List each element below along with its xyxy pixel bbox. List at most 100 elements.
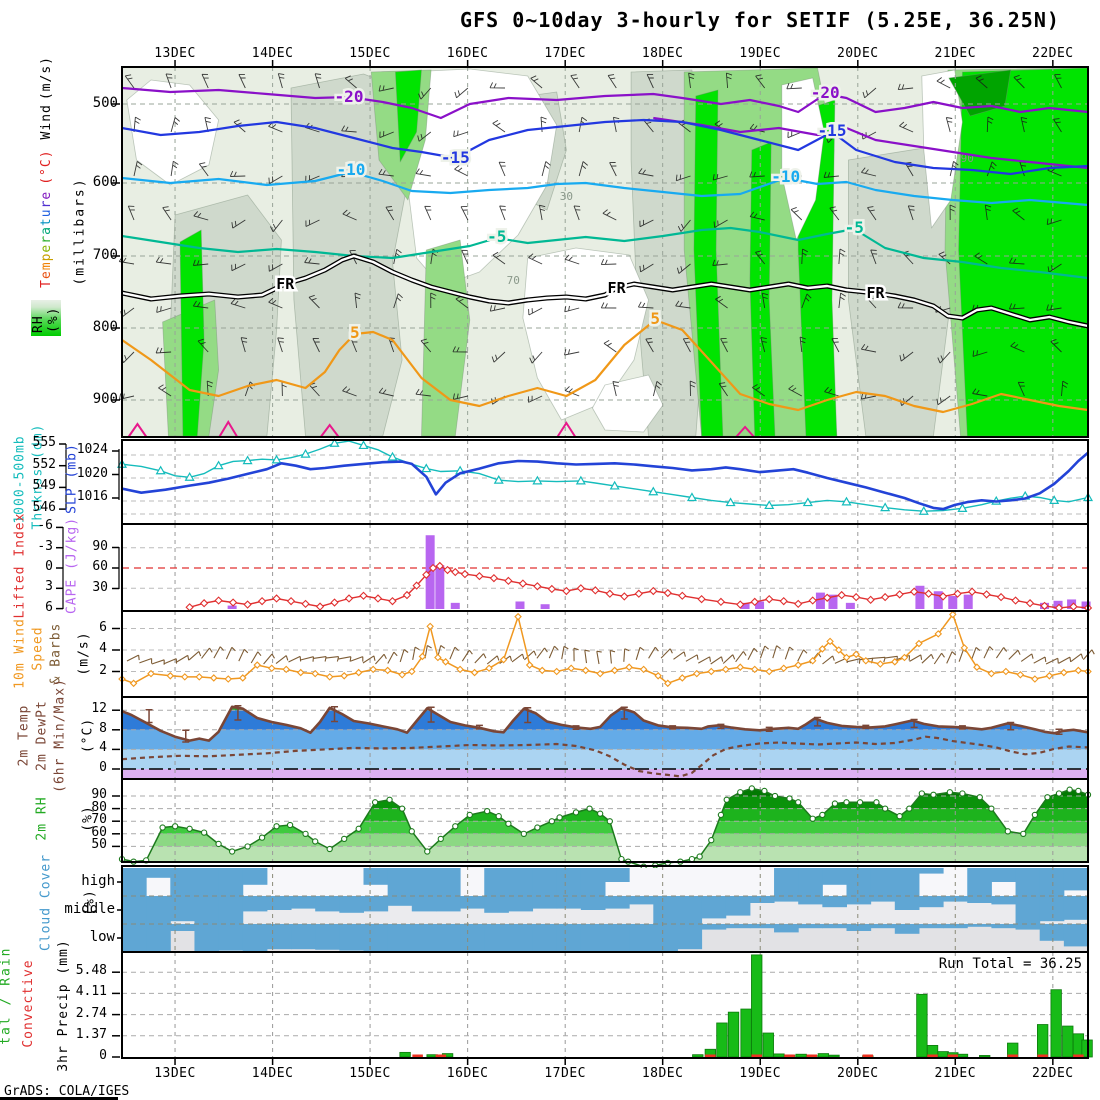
pressure-tick-label: 500 (92, 95, 118, 111)
pressure-tick-label: 900 (92, 391, 118, 407)
date-label-bottom: 13DEC (154, 1066, 196, 1081)
wind-axis-title: Wind (38, 104, 54, 140)
temperature-letter: u (38, 208, 54, 218)
svg-text:-5: -5 (487, 227, 506, 246)
thickness-tick-label: 555 (32, 435, 56, 450)
wind10m-axis-title-2: Speed (30, 626, 46, 671)
temp-tick-label: 12 (91, 701, 107, 717)
svg-text:30: 30 (560, 190, 573, 203)
bottom-left-bar (0, 1097, 118, 1100)
date-label-bottom: 19DEC (739, 1066, 782, 1081)
date-label-top: 21DEC (934, 46, 977, 61)
date-label-top: 17DEC (544, 46, 586, 61)
date-label-bottom: 15DEC (349, 1066, 391, 1081)
svg-text:-10: -10 (336, 160, 365, 179)
date-label-top: 18DEC (641, 46, 684, 61)
svg-text:-15: -15 (441, 148, 470, 167)
cloud-tick-label: middle (64, 901, 115, 917)
rh-tick-label: 50 (91, 837, 107, 853)
rain-axis-title-text: Total / Rain (0, 946, 14, 1047)
date-label-top: 15DEC (349, 46, 391, 61)
rain-axis-title: Total / Rain (0, 947, 14, 1047)
svg-text:-20: -20 (811, 83, 840, 102)
pressure-tick-label: 800 (92, 319, 118, 335)
svg-text:-5: -5 (845, 218, 864, 237)
slp-tick-label: 1016 (76, 489, 108, 504)
thickness-tick-label: 546 (32, 500, 56, 516)
date-label-top: 19DEC (739, 46, 782, 61)
temp-tick-label: 4 (99, 740, 107, 756)
chart-title: GFS 0~10day 3-hourly for SETIF (5.25E, 3… (460, 8, 1060, 32)
temperature-axis-title: Temperature (39, 191, 54, 288)
cape-tick-label: 60 (92, 559, 108, 574)
slp-tick-label: 1020 (76, 465, 108, 481)
date-label-top: 13DEC (154, 46, 196, 61)
thickness-tick-label: 549 (32, 478, 56, 494)
temperature-letter: e (38, 190, 54, 200)
cape-tick-label: 90 (92, 538, 108, 554)
svg-text:5: 5 (650, 309, 660, 328)
slp-tick-label: 1024 (76, 442, 108, 457)
convective-axis-title: Convective (21, 959, 36, 1048)
thickness-tick-label: 552 (32, 456, 56, 472)
cloud-tick-label: low (89, 929, 115, 945)
date-label-bottom: 18DEC (641, 1066, 684, 1081)
svg-text:-20: -20 (335, 87, 364, 106)
temperature-letter: r (38, 199, 54, 209)
wind-tick-label: 2 (99, 662, 107, 678)
wind-tick-label: 6 (99, 619, 107, 635)
date-label-bottom: 16DEC (446, 1066, 489, 1081)
temp2m-axis-title: 2m Temp (16, 704, 32, 767)
svg-text:5: 5 (350, 323, 360, 342)
temperature-letter: p (38, 252, 54, 262)
date-label-top: 14DEC (251, 46, 294, 61)
pressure-tick-label: 700 (92, 247, 118, 263)
date-label-top: 20DEC (836, 46, 879, 61)
temperature-letter: e (38, 270, 54, 280)
date-label-top: 16DEC (446, 46, 489, 61)
temperature-letter: T (38, 279, 54, 288)
wind-tick-label: 4 (99, 641, 107, 656)
lifted_index-tick-label: 0 (45, 559, 53, 574)
rh-tick-label: 90 (91, 787, 107, 802)
date-label-bottom: 22DEC (1032, 1066, 1074, 1081)
cape-tick-label: 30 (92, 579, 108, 595)
lifted_index-tick-label: 3 (45, 579, 53, 595)
svg-text:-15: -15 (818, 121, 847, 140)
pressure-tick-label: 600 (92, 174, 118, 190)
rh-tick-label: 80 (91, 799, 107, 815)
wind-units: (m/s) (38, 56, 54, 101)
run-total-label: Run Total = 36.25 (938, 956, 1082, 972)
svg-text:70: 70 (507, 274, 520, 287)
date-label-bottom: 14DEC (251, 1066, 294, 1081)
lifted_index-tick-label: -3 (37, 538, 53, 554)
rh-tick-label: 60 (91, 824, 107, 840)
temperature-letter: a (38, 226, 54, 235)
temperature-letter: t (38, 217, 54, 227)
temperature-letter: r (38, 234, 54, 244)
svg-text:FR: FR (866, 284, 885, 302)
temperature-units: (°C) (38, 149, 54, 185)
temperature-letter: m (38, 261, 54, 271)
precip-tick-label: 2.74 (75, 1005, 107, 1021)
lifted_index-tick-label: 6 (45, 599, 53, 615)
rh-tick-label: 70 (91, 812, 107, 828)
date-label-bottom: 21DEC (934, 1066, 977, 1081)
temperature-letter: e (38, 243, 54, 253)
date-label-top: 22DEC (1032, 46, 1074, 61)
svg-text:FR: FR (276, 275, 295, 293)
lifted_index-tick-label: -6 (37, 518, 53, 534)
svg-text:-10: -10 (771, 167, 800, 186)
svg-text:FR: FR (608, 279, 627, 297)
precip-tick-label: 0 (99, 1048, 107, 1063)
precip-tick-label: 5.48 (75, 963, 107, 979)
temp-tick-label: 8 (99, 720, 107, 736)
temp-tick-label: 0 (99, 760, 107, 775)
precip-tick-label: 1.37 (75, 1026, 107, 1042)
wind10m-axis-title-1: 10m Wind (12, 618, 28, 689)
date-label-bottom: 20DEC (836, 1066, 879, 1081)
date-label-bottom: 17DEC (544, 1066, 586, 1081)
cloud-tick-label: high (81, 873, 115, 889)
